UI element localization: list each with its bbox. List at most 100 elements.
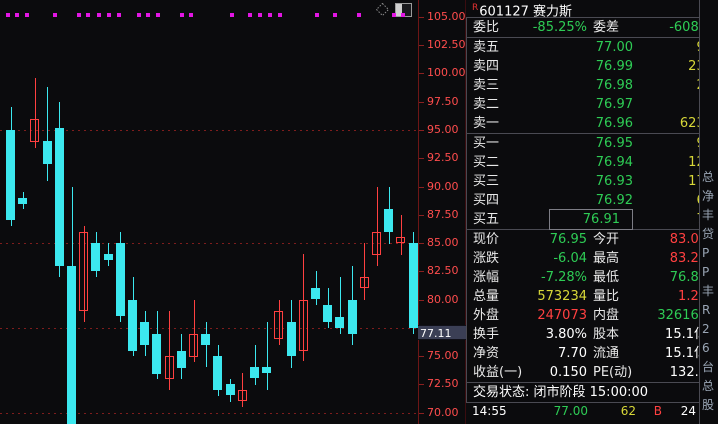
candle-body <box>250 367 259 378</box>
ask-level-label: 卖一 <box>473 116 500 131</box>
chart-event-marker[interactable] <box>392 13 396 17</box>
candle-body <box>6 130 15 220</box>
candlestick-chart-pane[interactable]: 105.00 102.50 100.00 97.50 95.00 92.50 90.00 87… <box>0 0 466 424</box>
chart-event-marker[interactable] <box>107 13 111 17</box>
stock-code: 601127 <box>479 4 529 20</box>
axis-tick-label: 75.00 <box>427 349 459 362</box>
trade-status: 交易状态: 闭市阶段 15:00:00 <box>473 385 649 400</box>
axis-tick <box>419 243 424 244</box>
candle-body <box>91 243 100 271</box>
stat-value: 76.85 <box>669 270 707 285</box>
candle-wick <box>255 345 256 385</box>
stat-value: 15.1亿 <box>665 327 707 342</box>
diamond-icon[interactable] <box>376 3 389 16</box>
chart-event-marker[interactable] <box>86 13 90 17</box>
ratio-value: -85.25% <box>532 20 587 35</box>
chart-event-marker[interactable] <box>15 13 19 17</box>
chart-event-marker[interactable] <box>137 13 141 17</box>
axis-tick <box>419 102 424 103</box>
chart-event-marker[interactable] <box>146 13 150 17</box>
axis-tick-label: 95.00 <box>427 123 459 136</box>
divider <box>467 382 718 383</box>
statistic-row: 涨幅 -7.28% 最低 76.85 <box>467 268 718 287</box>
ask-levels: 卖五77.0098卖四76.99239卖三76.9828卖二76.973卖一76… <box>467 38 718 133</box>
ask-level-row[interactable]: 卖一 76.96 6239 <box>467 114 718 133</box>
bid-level-label: 买二 <box>473 155 500 170</box>
stock-header[interactable]: R601127 赛力斯 <box>466 0 718 20</box>
ratio-label: 委比 <box>473 20 500 35</box>
highlighted-price-box[interactable]: 76.91 <box>549 209 633 230</box>
chart-event-marker[interactable] <box>189 13 193 17</box>
axis-tick-label: 100.00 <box>427 66 466 79</box>
chart-event-marker[interactable] <box>6 13 10 17</box>
candle-body <box>287 322 296 356</box>
chart-event-marker[interactable] <box>53 13 57 17</box>
chart-event-marker[interactable] <box>230 13 234 17</box>
stat-label: 总量 <box>473 289 500 304</box>
chart-event-marker[interactable] <box>25 13 29 17</box>
chart-event-marker[interactable] <box>97 13 101 17</box>
candle-body <box>299 300 308 351</box>
chart-event-marker[interactable] <box>117 13 121 17</box>
candle-wick <box>194 300 195 362</box>
candle-body <box>384 209 393 232</box>
axis-tick <box>419 384 424 385</box>
chart-gridline <box>0 413 418 414</box>
candle-body <box>55 128 64 266</box>
chart-event-marker[interactable] <box>333 13 337 17</box>
candle-body <box>323 305 332 322</box>
candle-body <box>128 300 137 351</box>
stat-label: 涨跌 <box>473 251 500 266</box>
chart-event-marker[interactable] <box>401 13 405 17</box>
candle-body <box>116 243 125 316</box>
axis-tick <box>419 17 424 18</box>
sliver-row: 股 <box>702 398 715 412</box>
stat-label: 今开 <box>593 232 620 247</box>
r-badge-icon: R <box>472 3 479 13</box>
chart-event-marker[interactable] <box>278 13 282 17</box>
candle-body <box>372 232 381 255</box>
stat-value: 132.3 <box>669 365 707 380</box>
stat-value: 573234 <box>537 289 587 304</box>
divider <box>467 37 718 38</box>
price-axis[interactable]: 105.00 102.50 100.00 97.50 95.00 92.50 90.00 87… <box>418 0 466 424</box>
statistic-row: 换手 3.80% 股本 15.1亿 <box>467 325 718 344</box>
candle-body <box>152 334 161 374</box>
stat-value: 83.01 <box>669 232 707 247</box>
stat-value: 326161 <box>657 308 707 323</box>
statistic-row: 现价 76.95 今开 83.01 <box>467 230 718 249</box>
tick-qty: 62 <box>620 404 636 418</box>
candle-wick <box>84 226 85 322</box>
statistic-row: 净资 7.70 流通 15.1亿 <box>467 344 718 363</box>
chart-event-marker[interactable] <box>315 13 319 17</box>
chart-event-marker[interactable] <box>77 13 81 17</box>
axis-tick <box>419 300 424 301</box>
candle-wick <box>267 322 268 390</box>
divider <box>467 133 718 134</box>
chart-canvas[interactable] <box>0 0 418 424</box>
chart-event-marker[interactable] <box>180 13 184 17</box>
axis-tick <box>419 73 424 74</box>
ask-level-label: 卖三 <box>473 78 500 93</box>
stat-value: 3.80% <box>545 327 587 342</box>
bid-level-label: 买三 <box>473 174 500 189</box>
chart-event-marker[interactable] <box>357 13 361 17</box>
chart-event-marker[interactable] <box>156 13 160 17</box>
ratio-diff-value: -6081 <box>669 20 707 35</box>
chart-event-marker[interactable] <box>248 13 252 17</box>
chart-event-marker[interactable] <box>268 13 272 17</box>
candle-body <box>213 356 222 390</box>
quote-panel: R601127 赛力斯 委比 -85.25% 委差 -6081 卖五77.009… <box>466 0 718 424</box>
chart-event-marker[interactable] <box>258 13 262 17</box>
